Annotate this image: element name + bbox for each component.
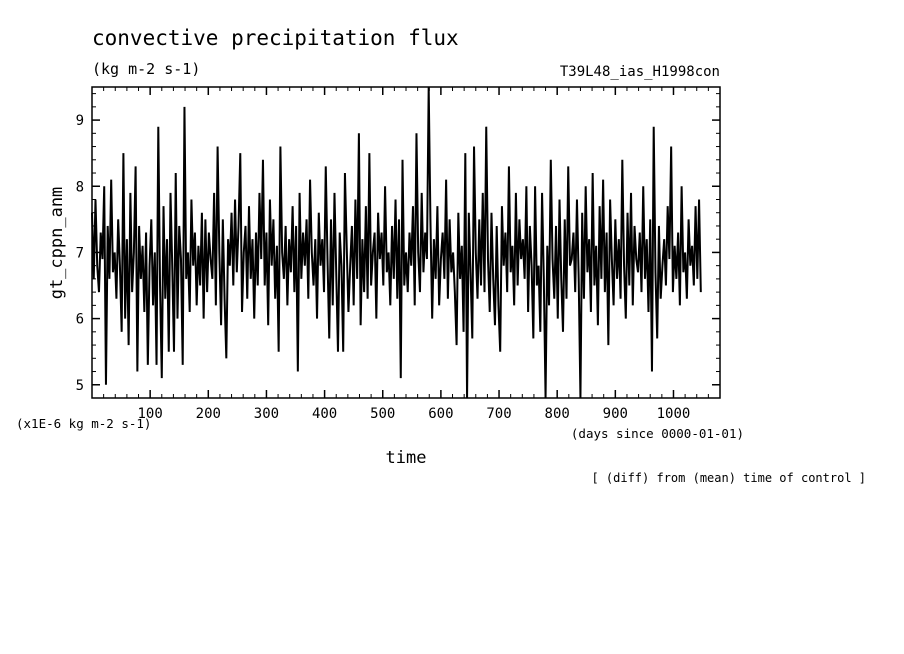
y-tick-label: 9 xyxy=(76,113,84,129)
y-tick-label: 8 xyxy=(76,179,84,195)
x-tick-label: 800 xyxy=(545,406,570,422)
x-tick-label: 600 xyxy=(428,406,453,422)
footnote: [ (diff) from (mean) time of control ] xyxy=(591,471,866,485)
x-units-label: (days since 0000-01-01) xyxy=(571,426,744,441)
x-tick-label: 300 xyxy=(254,406,279,422)
y-tick-label: 7 xyxy=(76,245,84,261)
y-tick-label: 6 xyxy=(76,312,84,328)
run-label: T39L48_ias_H1998con xyxy=(560,64,720,80)
x-tick-label: 100 xyxy=(137,406,162,422)
x-tick-label: 1000 xyxy=(657,406,691,422)
y-scale-note: (x1E-6 kg m-2 s-1) xyxy=(16,416,151,431)
y-axis-label: gt_cppn_anm xyxy=(47,187,67,300)
x-ticks: 100 200 300 400 500 600 700 800 900 1000 xyxy=(137,87,690,422)
x-axis-label: time xyxy=(386,448,427,468)
x-tick-label: 400 xyxy=(312,406,337,422)
plot-frame xyxy=(91,86,721,399)
x-tick-label: 500 xyxy=(370,406,395,422)
x-tick-label: 900 xyxy=(603,406,628,422)
x-tick-label: 700 xyxy=(486,406,511,422)
x-tick-label: 200 xyxy=(196,406,221,422)
data-series-line xyxy=(91,86,702,399)
chart-title: convective precipitation flux xyxy=(92,26,459,50)
y-tick-label: 5 xyxy=(76,378,84,394)
chart-units: (kg m-2 s-1) xyxy=(92,60,200,78)
